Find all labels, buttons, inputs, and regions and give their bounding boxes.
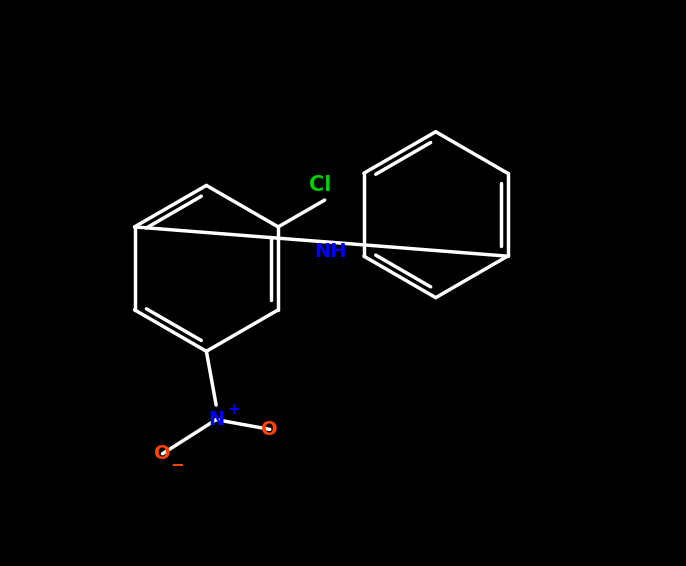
Text: Cl: Cl [309, 175, 331, 195]
Text: O: O [261, 420, 278, 439]
Text: O: O [154, 444, 171, 464]
Text: −: − [170, 454, 184, 473]
Text: NH: NH [315, 242, 347, 261]
Text: N: N [208, 410, 224, 429]
Text: +: + [227, 402, 240, 417]
